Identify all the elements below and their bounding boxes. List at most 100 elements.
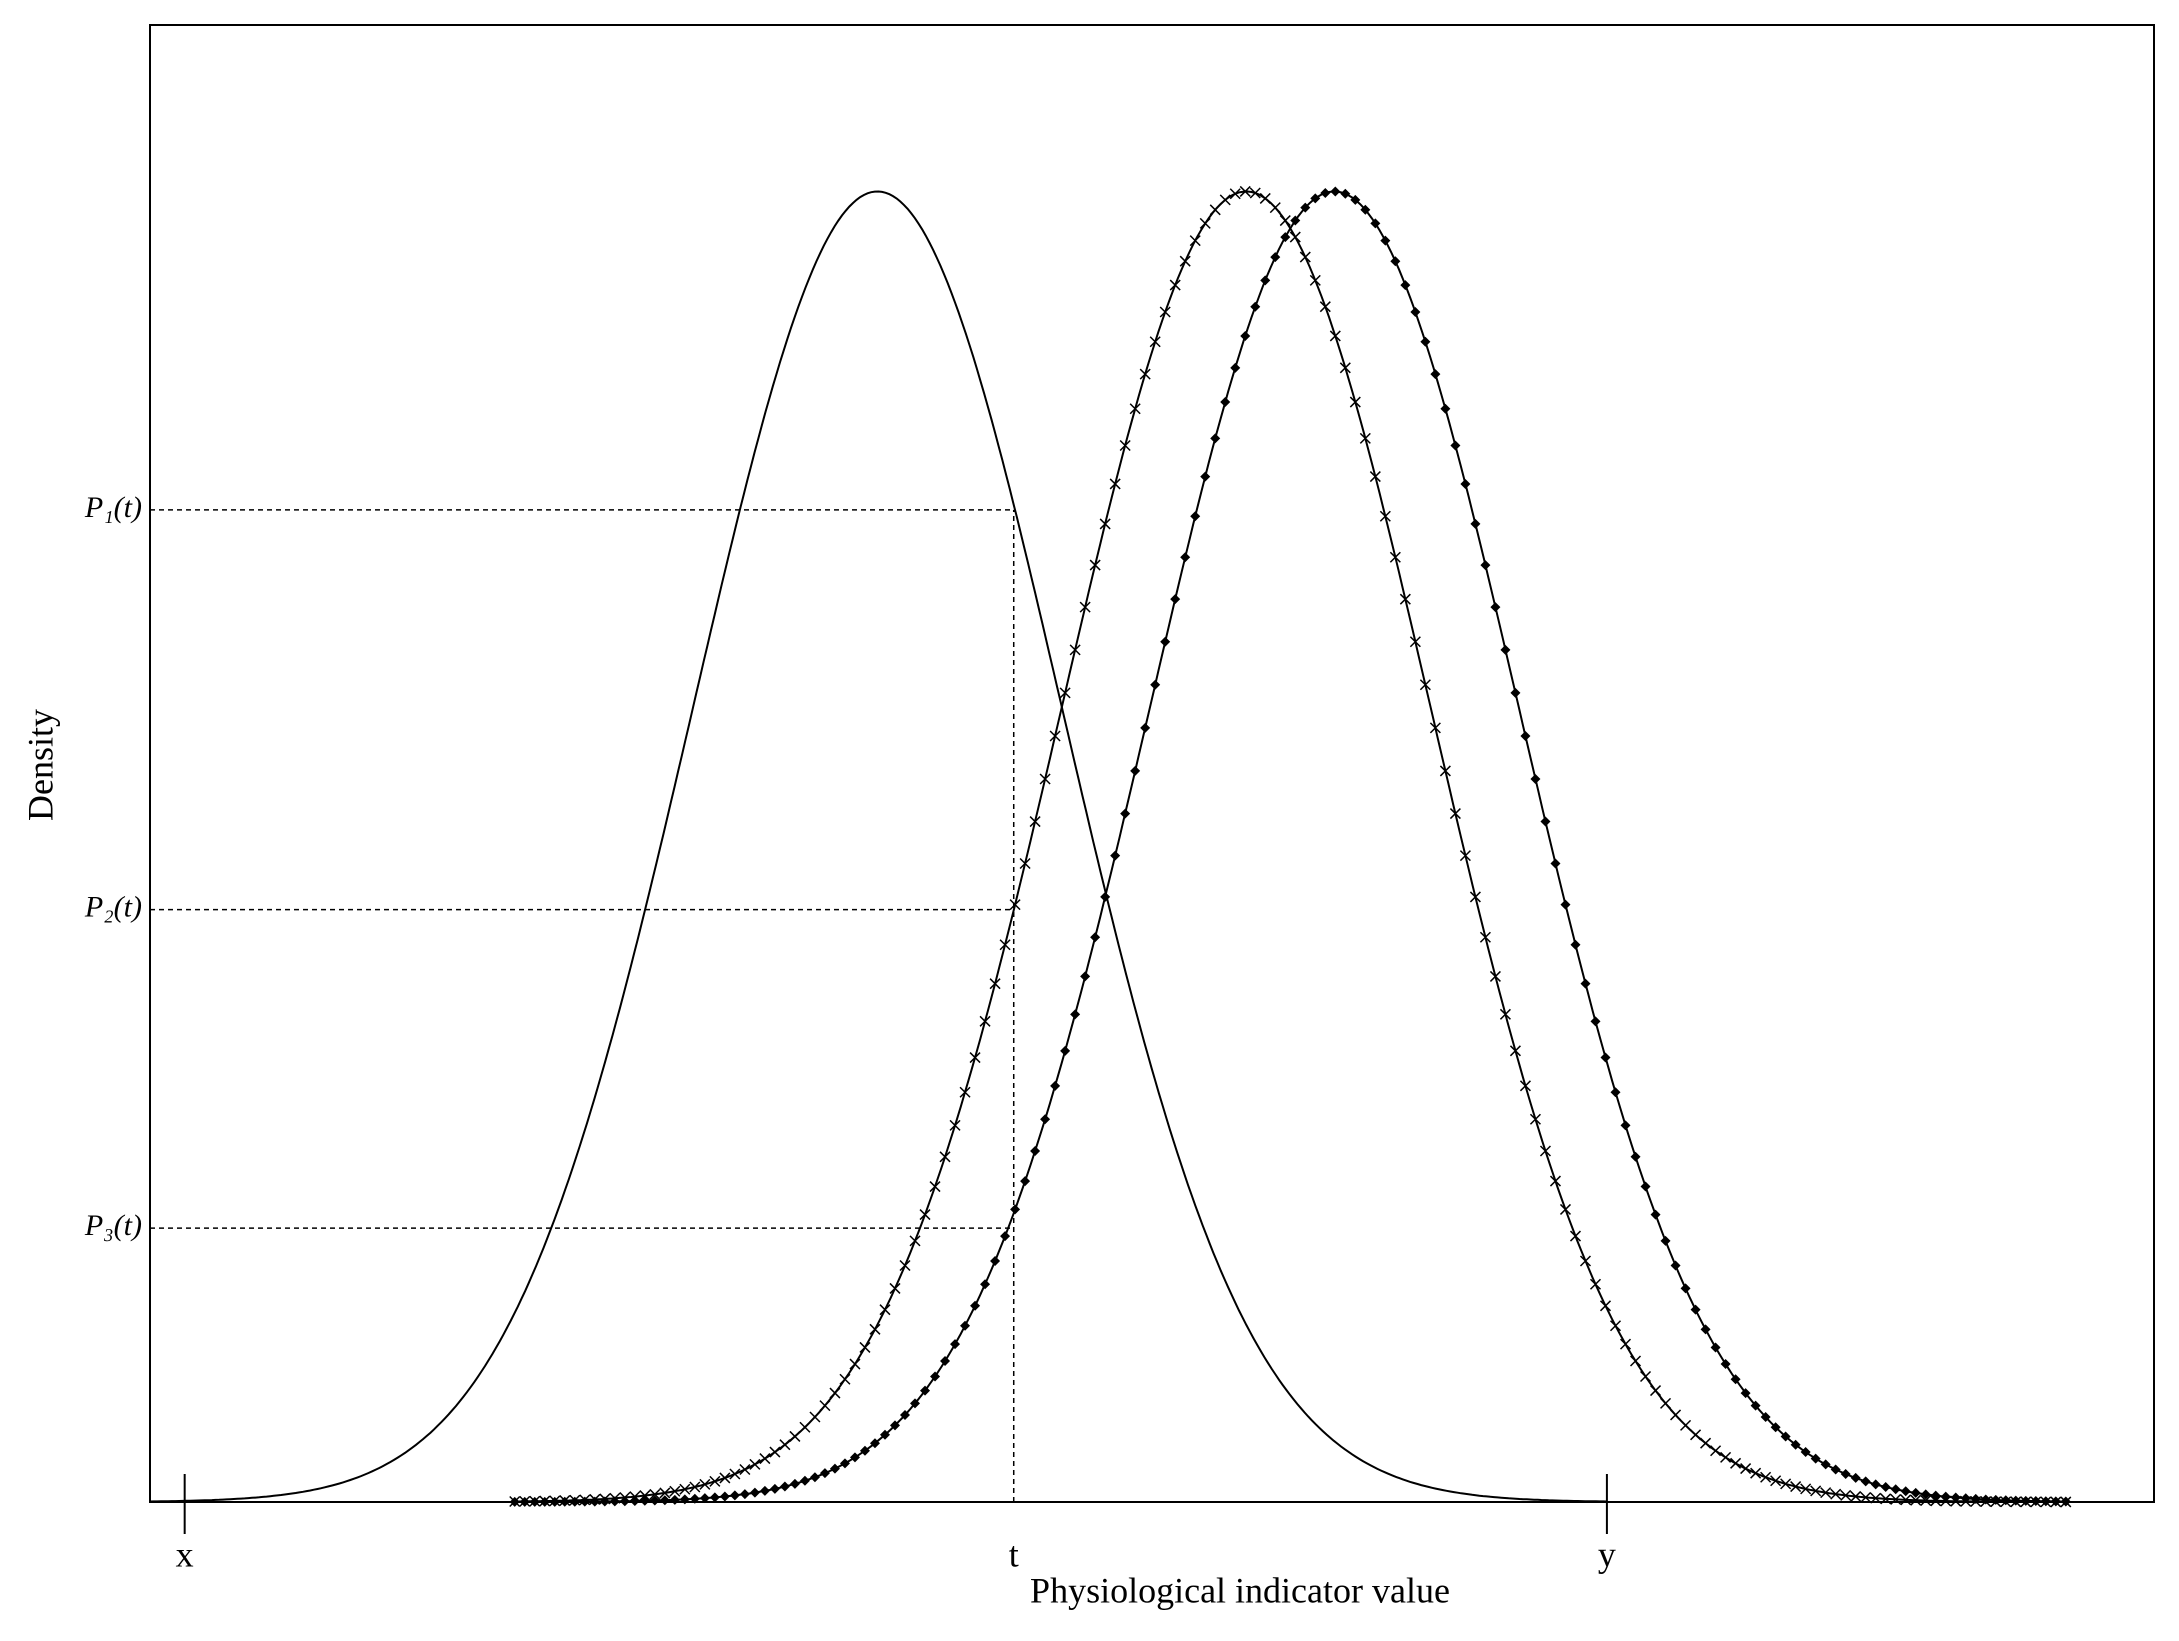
curve-marker: [1259, 192, 1271, 204]
curve-marker: [1220, 397, 1231, 408]
curve-marker: [1390, 256, 1401, 267]
curve-marker: [809, 1411, 821, 1423]
curve-marker: [1020, 1176, 1031, 1187]
curve-marker: [1270, 252, 1281, 263]
curve-marker: [1340, 188, 1351, 199]
curve-marker: [559, 1496, 570, 1507]
curve-marker: [1070, 1009, 1081, 1020]
curve-marker: [999, 939, 1011, 951]
curve-marker: [1600, 1052, 1611, 1063]
curve-marker: [1410, 307, 1421, 318]
curve-marker: [1149, 336, 1161, 348]
curve-marker: [2030, 1496, 2041, 1507]
curve-marker: [909, 1235, 921, 1247]
curve-marker: [1940, 1491, 1951, 1502]
curve-marker: [1730, 1374, 1741, 1385]
curve-marker: [1750, 1467, 1762, 1479]
curve-marker: [1650, 1209, 1661, 1220]
curve-marker: [1569, 1230, 1582, 1242]
curve-marker: [1970, 1493, 1981, 1504]
curve-marker: [849, 1452, 860, 1463]
curve-marker: [1480, 560, 1491, 571]
curve-marker: [1289, 231, 1301, 243]
curve-marker: [949, 1119, 961, 1131]
curve-marker: [689, 1481, 701, 1493]
curve-marker: [1690, 1304, 1701, 1315]
curve-marker: [1840, 1468, 1851, 1479]
curve-marker: [1320, 188, 1331, 199]
curve-marker: [1150, 679, 1161, 690]
curve-marker: [1840, 1489, 1852, 1501]
curve-marker: [1039, 773, 1051, 785]
curve-marker: [649, 1495, 660, 1506]
curve-marker: [1309, 274, 1321, 286]
curve-marker: [1620, 1120, 1631, 1131]
curve-marker: [879, 1429, 890, 1440]
curve-marker: [1099, 518, 1111, 530]
curve-marker: [629, 1496, 640, 1507]
curve-marker: [1630, 1151, 1641, 1162]
curve-marker: [1199, 217, 1211, 229]
y-tick-label: P₂(t): [84, 891, 142, 924]
curve-marker: [1800, 1483, 1812, 1495]
curve-marker: [1559, 1203, 1572, 1215]
curve-marker: [989, 978, 1001, 990]
curve-marker: [549, 1496, 560, 1507]
curve-marker: [1500, 644, 1511, 655]
curve-marker: [1089, 559, 1101, 571]
curve-marker: [679, 1494, 690, 1505]
curve-marker: [1950, 1492, 1961, 1503]
curve-marker: [769, 1483, 780, 1494]
curve-marker: [1820, 1459, 1831, 1470]
curve-marker: [1380, 235, 1391, 246]
curve-marker: [1019, 857, 1031, 870]
curve-marker: [1030, 1145, 1041, 1156]
curve-marker: [1339, 362, 1351, 374]
curve-marker: [1419, 679, 1431, 691]
curve-marker: [1079, 601, 1091, 613]
curve-marker: [2060, 1496, 2071, 1507]
curve-marker: [939, 1151, 951, 1163]
curve-marker: [1610, 1087, 1621, 1098]
curve-marker: [729, 1490, 740, 1501]
curve-marker: [719, 1491, 730, 1502]
curve-marker: [1249, 187, 1261, 199]
curve-marker: [1910, 1487, 1921, 1498]
curve-marker: [1219, 194, 1231, 206]
curve-marker: [1109, 478, 1121, 490]
curve-marker: [1049, 730, 1061, 742]
curve-marker: [1589, 1278, 1602, 1290]
curve-marker: [1639, 1370, 1652, 1383]
curve-marker: [1710, 1342, 1721, 1353]
curve-marker: [1539, 1145, 1551, 1157]
curve-marker: [789, 1478, 800, 1489]
curve-marker: [669, 1494, 680, 1505]
curve-marker: [1230, 362, 1241, 373]
curve-marker: [1890, 1484, 1901, 1495]
curve-marker: [749, 1487, 760, 1498]
density-curve: [514, 190, 2066, 1503]
curve-marker: [1700, 1437, 1712, 1449]
curve-marker: [1510, 687, 1521, 698]
curve-marker: [799, 1475, 810, 1486]
curve-marker: [900, 1409, 911, 1420]
density-curve: [149, 190, 1607, 1503]
curve-marker: [1370, 218, 1381, 229]
curve-marker: [1029, 816, 1041, 828]
curve-marker: [1570, 939, 1581, 950]
curve-marker: [1449, 808, 1461, 820]
curve-marker: [1720, 1451, 1732, 1463]
curve-marker: [709, 1475, 721, 1487]
curve-marker: [889, 1420, 900, 1431]
curve-marker: [1160, 636, 1171, 647]
curve-marker: [1920, 1494, 1932, 1507]
curve-marker: [609, 1496, 620, 1507]
curve-marker: [1860, 1476, 1871, 1487]
curve-marker: [1389, 551, 1401, 563]
curve-marker: [1059, 687, 1071, 699]
x-tick-label: x: [176, 1534, 194, 1574]
curve-marker: [529, 1496, 540, 1507]
plot-frame: [149, 24, 2155, 1503]
curve-marker: [2040, 1496, 2051, 1507]
curve-marker: [1599, 1300, 1612, 1312]
